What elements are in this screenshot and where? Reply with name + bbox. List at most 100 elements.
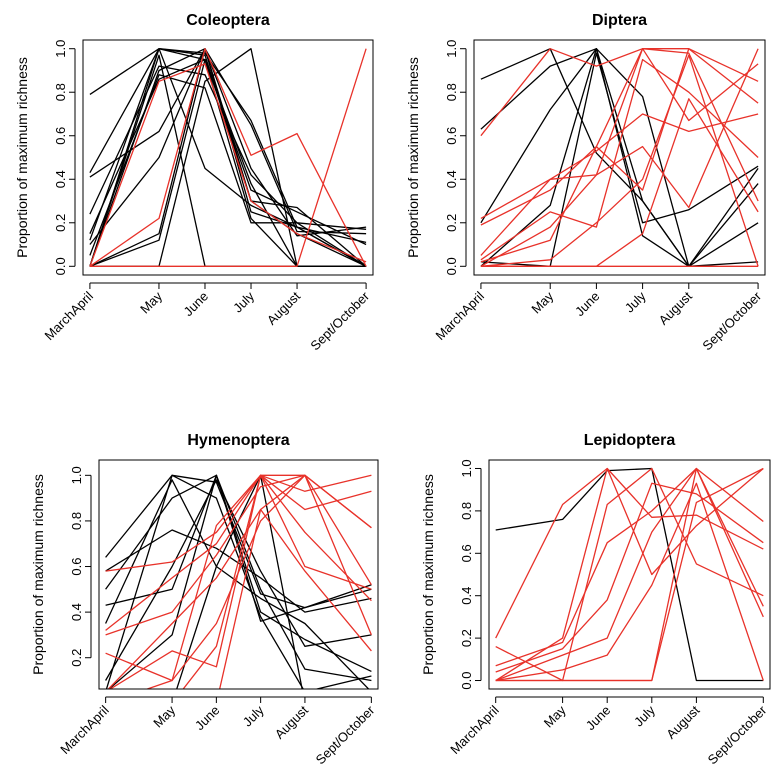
- chart-panel: Coleoptera Proportion of maximum richness…: [14, 12, 374, 353]
- series-group: [480, 48, 759, 267]
- y-axis-label: Proportion of maximum richness: [14, 57, 30, 258]
- series-group: [105, 474, 372, 689]
- y-tick-label: 0.0: [459, 671, 474, 689]
- chart-panel: Lepidoptera Proportion of maximum richnes…: [420, 432, 771, 767]
- series-line: [105, 474, 372, 622]
- y-tick-label: 1.0: [444, 40, 459, 58]
- y-tick-label: 0.4: [69, 603, 84, 621]
- series-line: [495, 467, 764, 682]
- x-tick-label: June: [192, 703, 223, 734]
- x-tick-label: July: [631, 702, 658, 729]
- x-tick-label: MarchApril: [41, 288, 96, 343]
- series-line: [495, 467, 764, 667]
- chart-title: Coleoptera: [186, 12, 270, 29]
- series-line: [145, 474, 372, 689]
- series-line: [109, 474, 372, 689]
- series-line: [105, 474, 372, 572]
- series-line: [495, 482, 764, 673]
- y-axis-label: Proportion of maximum richness: [405, 57, 421, 258]
- chart-panel: Diptera Proportion of maximum richness 0.0…: [405, 12, 766, 353]
- series-line: [495, 467, 764, 682]
- x-tick-label: May: [528, 288, 556, 316]
- y-tick-label: 0.6: [459, 544, 474, 562]
- x-tick-label: May: [150, 702, 178, 730]
- series-line: [480, 48, 759, 226]
- y-tick-label: 1.0: [459, 459, 474, 477]
- x-tick-label: MarchApril: [433, 288, 488, 343]
- x-tick-label: June: [583, 703, 614, 734]
- series-group: [89, 48, 367, 267]
- series-line: [495, 467, 764, 682]
- series-line: [480, 48, 759, 267]
- y-tick-label: 1.0: [53, 40, 68, 58]
- series-line: [480, 52, 759, 267]
- series-line: [105, 474, 372, 609]
- plot-frame: [473, 39, 766, 276]
- plot-frame: [98, 459, 379, 690]
- series-line: [89, 48, 367, 267]
- series-line: [89, 63, 367, 267]
- x-tick-label: July: [230, 288, 257, 315]
- series-line: [89, 48, 367, 267]
- series-line: [495, 467, 764, 639]
- series-line: [107, 474, 372, 689]
- y-tick-label: 0.6: [53, 127, 68, 145]
- x-tick-label: August: [272, 702, 311, 741]
- series-line: [89, 48, 367, 267]
- x-tick-label: July: [622, 288, 649, 315]
- chart-panel: Hymenoptera Proportion of maximum richnes…: [30, 432, 379, 767]
- series-line: [480, 113, 759, 256]
- series-line: [105, 474, 372, 682]
- series-line: [480, 48, 759, 267]
- plot-frame: [488, 459, 771, 690]
- series-line: [480, 54, 759, 267]
- y-tick-label: 0.6: [69, 557, 84, 575]
- series-line: [495, 467, 764, 682]
- y-tick-label: 0.8: [53, 83, 68, 101]
- series-line: [480, 58, 759, 261]
- series-line: [480, 48, 759, 219]
- series-line: [89, 48, 367, 267]
- series-line: [107, 508, 372, 689]
- y-axis-label: Proportion of maximum richness: [30, 474, 46, 675]
- x-tick-label: August: [663, 702, 702, 741]
- y-tick-label: 0.0: [444, 257, 459, 275]
- y-tick-label: 0.2: [69, 649, 84, 667]
- x-tick-label: Sept/October: [313, 702, 378, 767]
- x-tick-label: Sept/October: [705, 702, 770, 767]
- y-tick-label: 0.6: [444, 127, 459, 145]
- series-line: [480, 48, 759, 267]
- y-tick-label: 1.0: [69, 466, 84, 484]
- plot-frame: [82, 39, 374, 276]
- chart-title: Diptera: [592, 12, 647, 29]
- x-tick-label: August: [656, 288, 695, 327]
- y-tick-label: 0.2: [459, 629, 474, 647]
- series-line: [89, 58, 367, 267]
- chart-title: Hymenoptera: [187, 432, 289, 449]
- series-line: [105, 474, 372, 631]
- chart-title: Lepidoptera: [584, 432, 676, 449]
- x-tick-label: MarchApril: [57, 702, 112, 757]
- y-tick-label: 0.0: [53, 257, 68, 275]
- x-tick-label: August: [264, 288, 303, 327]
- y-tick-label: 0.2: [444, 214, 459, 232]
- x-tick-label: Sept/October: [307, 288, 372, 353]
- series-line: [218, 474, 372, 689]
- series-line: [89, 48, 367, 267]
- y-tick-label: 0.4: [53, 170, 68, 188]
- series-line: [182, 474, 372, 689]
- y-tick-label: 0.4: [444, 170, 459, 188]
- y-tick-label: 0.8: [459, 502, 474, 520]
- x-tick-label: June: [572, 289, 603, 320]
- series-line: [105, 479, 370, 689]
- y-axis-label: Proportion of maximum richness: [420, 474, 436, 675]
- x-tick-label: May: [541, 702, 569, 730]
- x-tick-label: June: [181, 289, 212, 320]
- series-line: [105, 474, 372, 689]
- series-line: [495, 467, 764, 682]
- x-tick-label: July: [240, 702, 267, 729]
- series-line: [480, 48, 759, 267]
- series-line: [105, 479, 372, 681]
- x-tick-label: Sept/October: [699, 288, 764, 353]
